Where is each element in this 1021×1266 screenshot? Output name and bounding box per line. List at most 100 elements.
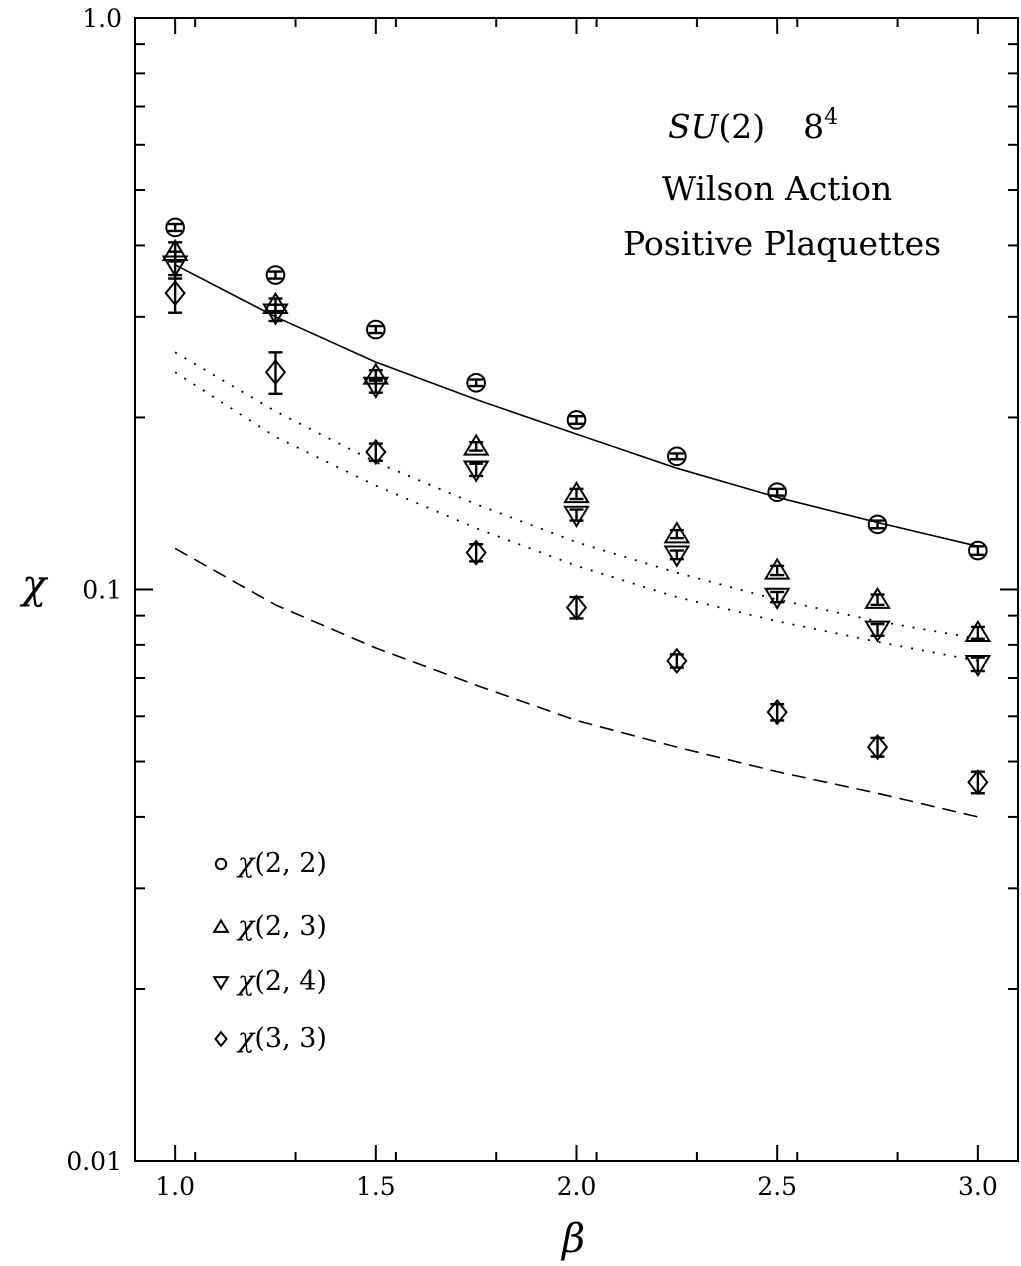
legend-symbol: χ	[236, 848, 256, 879]
data-point	[362, 376, 390, 399]
x-tick-label: 2.5	[757, 1172, 797, 1201]
legend-args: (3, 3)	[254, 1023, 327, 1054]
legend-args: (2, 4)	[254, 966, 327, 997]
data-point	[366, 319, 386, 340]
triangle-up-marker	[462, 433, 490, 456]
annotation-group-name: SU	[668, 107, 720, 146]
triangle-up-marker	[964, 619, 992, 643]
data-point	[563, 480, 590, 504]
circle-legend-icon	[214, 857, 228, 871]
annotation-group-rank: (2)	[718, 107, 765, 146]
diamond-marker	[365, 438, 387, 466]
triangle-down-marker	[462, 460, 490, 483]
legend-args: (2, 3)	[254, 911, 327, 942]
circle-marker	[466, 372, 486, 393]
legend-entry: χ(3, 3)	[214, 1023, 327, 1054]
data-point	[666, 647, 688, 675]
legend-entry: χ(2, 4)	[212, 966, 327, 997]
data-point	[967, 769, 989, 796]
data-point	[864, 620, 891, 643]
diamond-marker	[666, 647, 688, 675]
triangle-up-marker	[763, 557, 791, 580]
legend: χ(2, 2)χ(2, 3)χ(2, 4)χ(3, 3)	[212, 848, 327, 1054]
triangle-down-marker	[964, 654, 992, 678]
data-point	[766, 699, 788, 726]
legend-label: χ(3, 3)	[236, 1023, 327, 1054]
x-axis-title: β	[560, 1216, 585, 1262]
diamond-marker	[766, 699, 788, 726]
triangle-up-marker	[663, 521, 691, 544]
triangle-down-legend-icon	[212, 976, 230, 991]
data-points	[161, 217, 992, 796]
data-point	[763, 557, 791, 580]
axis-ticks	[135, 17, 1018, 1162]
x-tick-label: 1.0	[155, 1172, 195, 1201]
legend-symbol: χ	[236, 966, 256, 997]
data-point	[365, 438, 387, 466]
data-point	[667, 446, 687, 467]
diamond-marker	[866, 733, 889, 761]
circle-marker	[667, 446, 687, 467]
diamond-marker	[465, 539, 487, 566]
circle-marker	[566, 410, 587, 430]
data-point	[866, 733, 889, 761]
annotation-line1: SU(2) 84	[668, 105, 838, 146]
data-point	[165, 217, 185, 238]
data-point	[663, 545, 691, 568]
triangle-down-marker	[763, 587, 791, 611]
solid-curve	[174, 264, 979, 548]
data-point	[964, 654, 992, 678]
fit-curves	[174, 264, 979, 818]
diamond-legend-icon	[214, 1030, 228, 1048]
tick-labels: 1.0 1.5 2.0 2.5 3.0 1.0 0.1 0.01	[66, 4, 997, 1201]
legend-symbol: χ	[236, 911, 256, 942]
circle-marker	[366, 319, 386, 340]
y-tick-label: 0.1	[82, 576, 122, 605]
data-point	[867, 514, 888, 535]
data-point	[262, 303, 289, 326]
data-point	[964, 619, 992, 643]
data-point	[763, 587, 791, 611]
annotation-lattice-size: 8	[803, 107, 824, 146]
circle-marker	[767, 482, 787, 502]
triangle-up-legend-icon	[212, 918, 230, 933]
data-point	[466, 372, 486, 393]
triangle-down-marker	[864, 620, 891, 643]
legend-entry: χ(2, 3)	[212, 911, 327, 942]
triangle-up-marker	[864, 586, 891, 609]
triangle-down-marker	[663, 545, 691, 568]
circle-marker	[265, 265, 286, 285]
data-point	[265, 265, 286, 285]
annotation-line3: Positive Plaquettes	[623, 224, 941, 263]
legend-entry: χ(2, 2)	[214, 848, 327, 879]
legend-label: χ(2, 2)	[236, 848, 327, 879]
annotation-line2: Wilson Action	[662, 169, 892, 208]
x-tick-label: 3.0	[958, 1172, 998, 1201]
y-tick-label: 0.01	[66, 1147, 122, 1176]
data-point	[566, 410, 587, 430]
triangle-down-marker	[563, 505, 590, 528]
data-point	[465, 539, 487, 566]
data-point	[462, 460, 490, 483]
legend-label: χ(2, 4)	[236, 966, 327, 997]
data-point	[663, 521, 691, 544]
y-tick-label: 1.0	[82, 4, 122, 33]
x-tick-label: 2.0	[557, 1172, 597, 1201]
triangle-down-marker	[362, 376, 390, 399]
circle-marker	[867, 514, 888, 535]
x-tick-label: 1.5	[356, 1172, 396, 1201]
legend-args: (2, 2)	[254, 848, 327, 879]
dashed-curve	[174, 547, 979, 818]
y-axis-title: χ	[19, 562, 49, 608]
triangle-up-marker	[563, 480, 590, 504]
data-point	[563, 505, 590, 528]
data-point	[462, 433, 490, 456]
legend-symbol: χ	[236, 1023, 256, 1054]
chart-annotation: SU(2) 84 Wilson Action Positive Plaquette…	[623, 105, 941, 263]
data-point	[264, 351, 287, 396]
circle-marker	[968, 540, 988, 561]
annotation-lattice-exponent: 4	[824, 105, 838, 130]
circle-marker	[165, 217, 185, 238]
data-point	[968, 540, 988, 561]
